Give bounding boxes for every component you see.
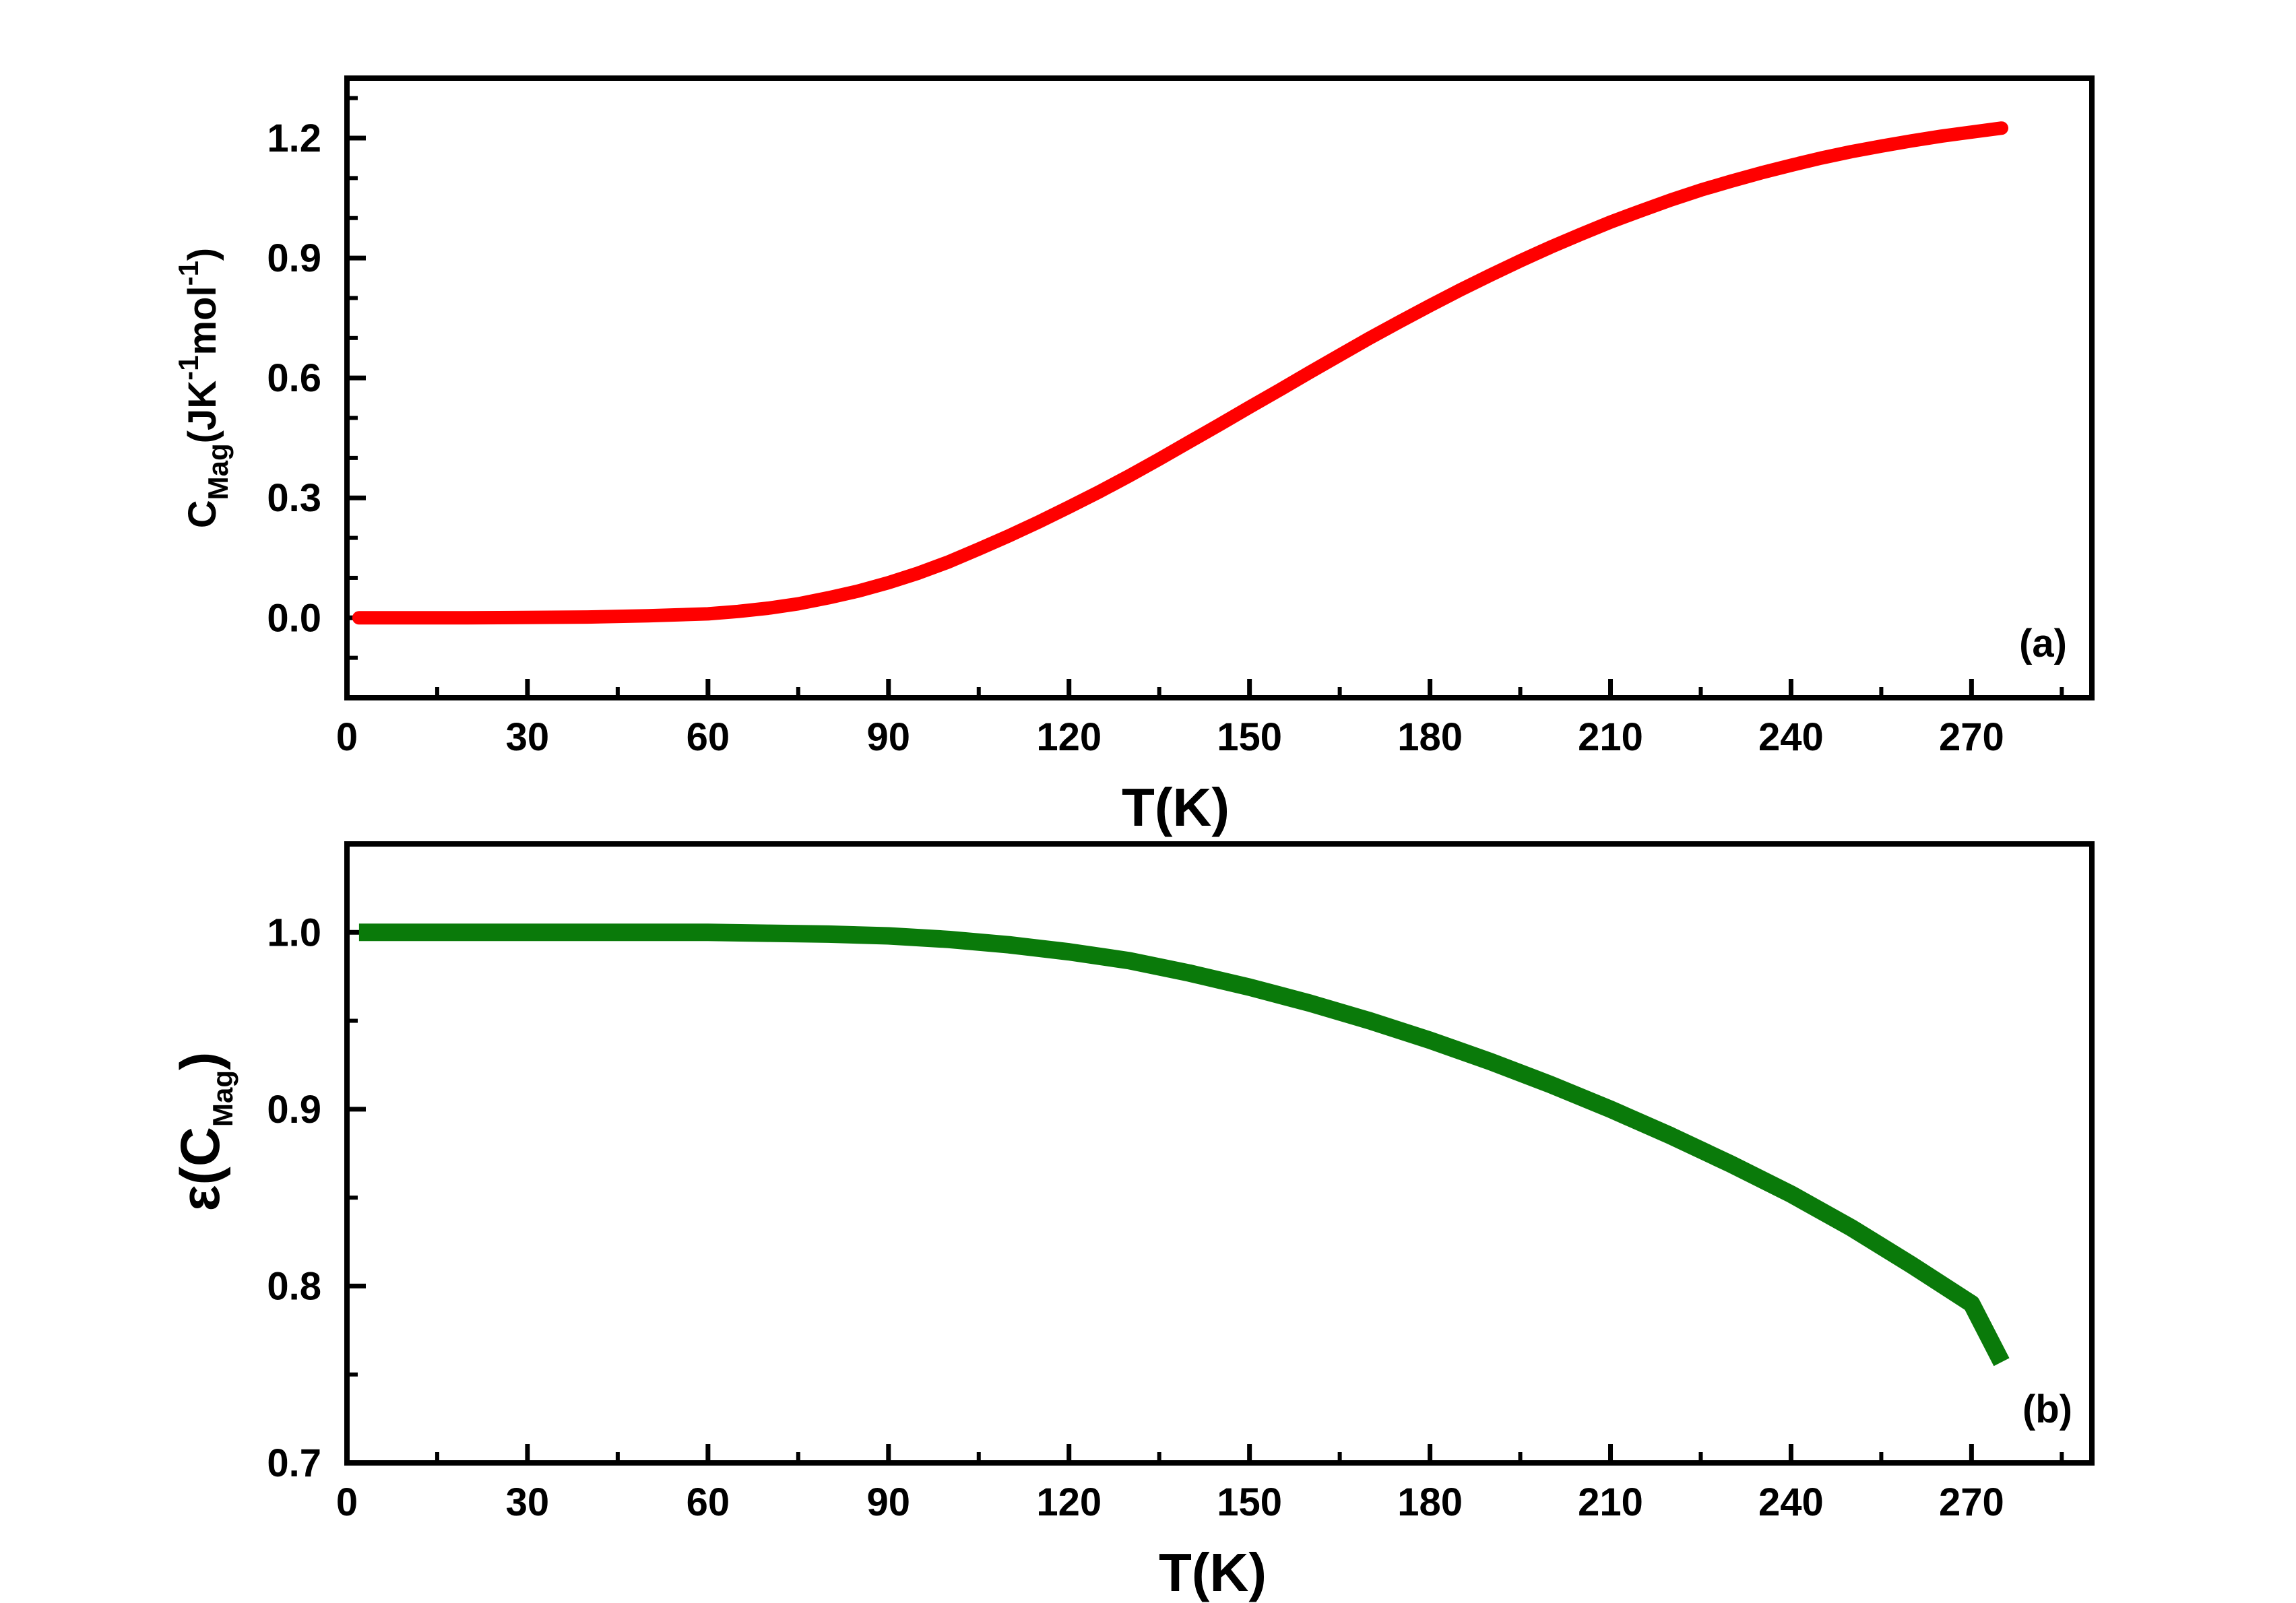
x-tick-label: 90 bbox=[867, 715, 911, 759]
y-tick-label: 0.6 bbox=[267, 356, 321, 400]
plot-frame-b bbox=[344, 841, 2095, 1466]
x-tick-label: 30 bbox=[506, 1480, 550, 1524]
x-tick-label: 90 bbox=[867, 1480, 911, 1524]
x-ticks-a: 0 30 60 90 120 150 180 210 240 270 bbox=[336, 679, 2064, 759]
x-tick-label: 180 bbox=[1397, 715, 1463, 759]
y-tick-label: 0.3 bbox=[267, 476, 321, 520]
y-tick-label: 1.2 bbox=[267, 117, 321, 160]
panel-b: 0.7 0.8 0.9 1.0 0 30 60 90 120 150 180 210 240 270 (… bbox=[170, 841, 2095, 1602]
x-tick-label: 30 bbox=[506, 715, 550, 759]
series-line-cmag bbox=[352, 121, 2008, 625]
x-tick-label: 270 bbox=[1939, 1480, 2004, 1524]
x-axis-title-a: T(K) bbox=[1122, 777, 1230, 837]
y-tick-label: 1.0 bbox=[267, 911, 321, 954]
x-tick-label: 120 bbox=[1036, 1480, 1102, 1524]
y-tick-label: 0.9 bbox=[267, 236, 321, 280]
x-tick-label: 210 bbox=[1578, 1480, 1643, 1524]
y-tick-label: 0.9 bbox=[267, 1088, 321, 1132]
y-ticks-a: 0.0 0.3 0.6 0.9 1.2 bbox=[267, 96, 366, 660]
y-axis-title-a: CMag(JK-1mol-1) bbox=[172, 248, 234, 529]
panel-a: 0.0 0.3 0.6 0.9 1.2 0 30 60 90 120 150 180 210 240 27… bbox=[172, 75, 2095, 837]
x-tick-label: 120 bbox=[1036, 715, 1102, 759]
x-tick-label: 240 bbox=[1758, 1480, 1824, 1524]
plot-frame-a bbox=[344, 75, 2095, 700]
x-tick-label: 210 bbox=[1578, 715, 1643, 759]
x-tick-label: 60 bbox=[687, 1480, 730, 1524]
panel-label-a: (a) bbox=[2019, 622, 2067, 665]
x-tick-label: 180 bbox=[1397, 1480, 1463, 1524]
x-tick-label: 60 bbox=[687, 715, 730, 759]
x-tick-label: 0 bbox=[336, 715, 358, 759]
x-ticks-b: 0 30 60 90 120 150 180 210 240 270 bbox=[336, 1444, 2064, 1524]
y-ticks-b: 0.7 0.8 0.9 1.0 bbox=[267, 911, 366, 1485]
y-tick-label: 0.8 bbox=[267, 1264, 321, 1308]
panel-label-b: (b) bbox=[2022, 1387, 2072, 1431]
y-axis-title-b: ε(CMag) bbox=[170, 1052, 238, 1212]
y-tick-label: 0.7 bbox=[267, 1441, 321, 1485]
x-tick-label: 270 bbox=[1939, 715, 2004, 759]
x-tick-label: 240 bbox=[1758, 715, 1824, 759]
x-axis-title-b: T(K) bbox=[1159, 1542, 1267, 1602]
x-tick-label: 0 bbox=[336, 1480, 358, 1524]
y-tick-label: 0.0 bbox=[267, 596, 321, 640]
x-tick-label: 150 bbox=[1217, 715, 1282, 759]
series-line-epsilon bbox=[358, 923, 2010, 1367]
x-tick-label: 150 bbox=[1217, 1480, 1282, 1524]
